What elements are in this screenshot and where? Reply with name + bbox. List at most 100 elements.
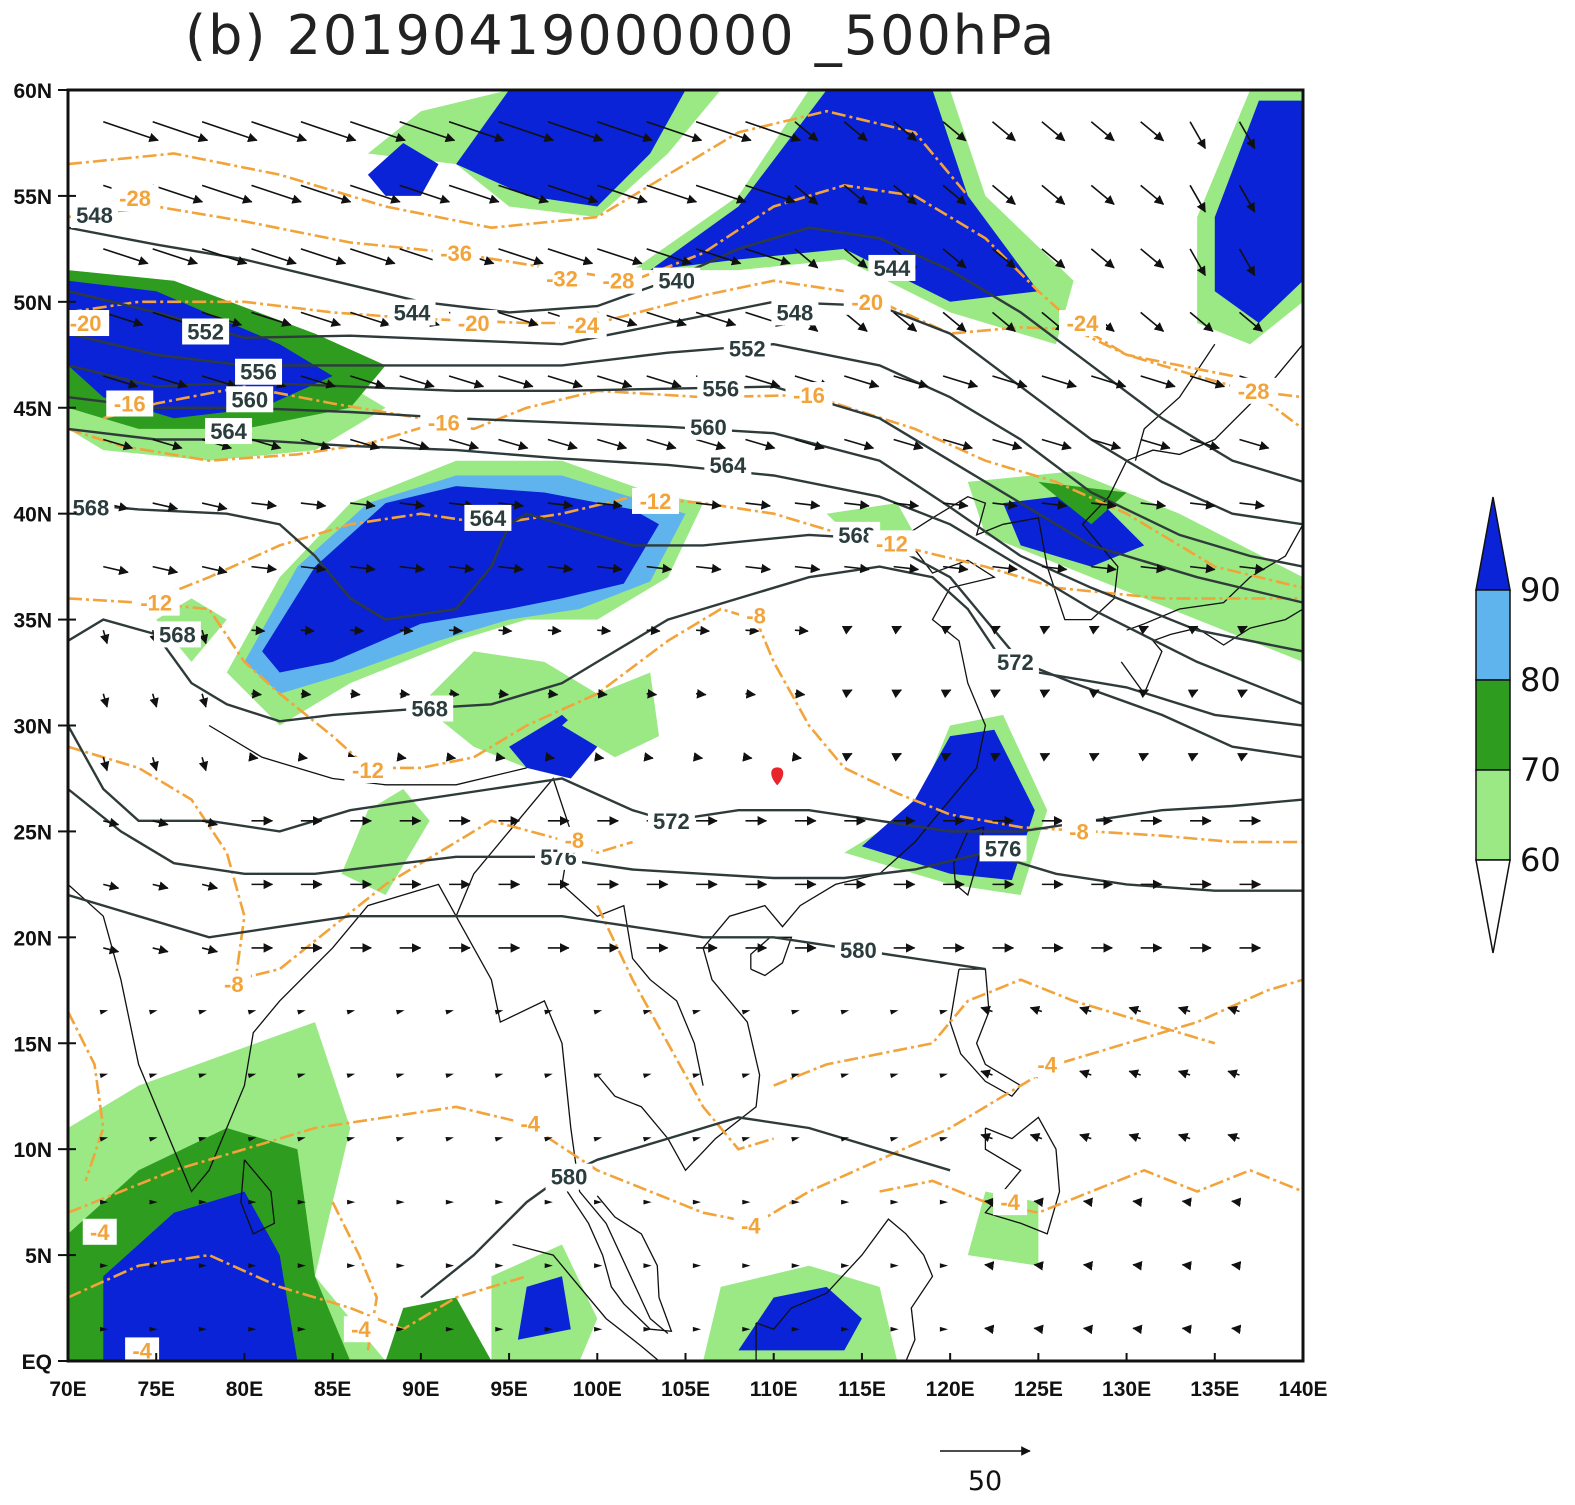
wind-arrow <box>399 375 435 389</box>
wind-arrow <box>980 1133 993 1143</box>
height-label: 560 <box>226 386 274 413</box>
height-contour <box>68 893 986 971</box>
wind-arrow <box>745 438 776 451</box>
wind-arrow <box>152 502 179 512</box>
wind-arrow <box>1088 752 1100 762</box>
y-tick-label: 35N <box>13 610 52 633</box>
wind-arrow <box>843 184 868 205</box>
height-label-bg <box>834 937 882 964</box>
height-label-text: 568 <box>411 697 448 722</box>
wind-arrow <box>100 1326 109 1332</box>
x-tick-label: 90E <box>402 1378 439 1401</box>
x-tick-label: 75E <box>138 1378 175 1401</box>
wind-arrow <box>741 1137 751 1142</box>
wind-arrow <box>346 1009 356 1015</box>
temperature-label-text: -4 <box>1000 1190 1020 1215</box>
height-label: 564 <box>704 451 752 478</box>
wind-arrow <box>198 1326 208 1332</box>
height-label-bg <box>153 621 201 648</box>
height-label-text: 572 <box>653 809 690 834</box>
wind-arrow <box>1132 1324 1143 1335</box>
wind-arrow <box>646 311 687 327</box>
wind-arrow <box>1041 375 1077 389</box>
wind-arrow <box>791 752 802 762</box>
temperature-label-text: -32 <box>546 267 578 292</box>
wind-arrow <box>646 184 698 204</box>
wind-arrow <box>893 563 920 574</box>
wind-arrow <box>1231 1197 1242 1208</box>
temperature-label: -20 <box>68 310 110 337</box>
wind-arrow <box>1237 689 1248 699</box>
colorbar-label: 70 <box>1520 751 1561 789</box>
wind-arrow <box>942 184 967 205</box>
wind-arrow <box>893 375 929 389</box>
height-label-bg <box>653 267 701 294</box>
temperature-contour <box>68 1253 528 1331</box>
wind-arrow <box>646 375 682 389</box>
wind-arrow <box>841 1326 850 1332</box>
temperature-label-text: -12 <box>876 531 908 556</box>
temperature-label: -36 <box>432 240 480 267</box>
x-tick-label: 105E <box>661 1378 710 1401</box>
temperature-label-bg <box>513 1110 548 1137</box>
height-label-text: 548 <box>777 300 814 325</box>
height-label-bg <box>205 418 253 445</box>
wind-arrow <box>939 1326 949 1332</box>
temperature-label-bg <box>216 970 251 997</box>
temperature-label: -12 <box>132 589 180 616</box>
height-label-bg <box>388 299 436 326</box>
wind-arrow <box>991 121 1016 142</box>
wind-arrow <box>1128 1133 1141 1143</box>
wind-arrow <box>1039 625 1051 635</box>
wind-arrow <box>445 1137 454 1142</box>
temperature-label: -20 <box>843 288 891 315</box>
temperature-label: -28 <box>111 185 159 212</box>
wind-arrow <box>794 689 806 699</box>
wind-arrow <box>1140 563 1167 574</box>
temperature-label: -28 <box>594 267 642 294</box>
wind-arrow <box>399 625 414 636</box>
wind-arrow <box>1239 563 1265 574</box>
humidity-patch <box>456 90 686 207</box>
temperature-label-text: -16 <box>793 383 825 408</box>
wind-arrow <box>1227 1069 1240 1079</box>
wind-arrow <box>1239 500 1265 510</box>
height-label: 572 <box>991 648 1039 675</box>
wind-arrow <box>494 1073 504 1079</box>
wind-arrow <box>794 625 809 636</box>
wind-arrow <box>544 752 555 762</box>
wind-arrow <box>152 565 179 576</box>
colorbar-label: 80 <box>1520 661 1561 699</box>
temperature-label-text: -12 <box>640 489 672 514</box>
wind-arrow <box>1082 1324 1094 1335</box>
wind-arrow <box>841 689 853 699</box>
wind-arrow <box>396 1199 405 1205</box>
height-label: 544 <box>868 254 916 281</box>
temperature-label-bg <box>1230 377 1278 404</box>
temperature-label: -4 <box>125 1337 160 1361</box>
temperature-label-bg <box>343 1316 378 1343</box>
wind-arrow <box>445 1263 455 1269</box>
wind-arrow <box>695 311 737 327</box>
height-label-bg <box>182 318 230 345</box>
wind-arrow <box>103 438 134 451</box>
wind-arrow <box>794 121 819 142</box>
height-label-text: 564 <box>470 506 507 531</box>
humidity-patch <box>562 672 659 758</box>
temperature-label-bg <box>594 267 642 294</box>
wind-arrow <box>745 121 802 143</box>
height-label-text: 568 <box>159 622 196 647</box>
temperature-contour <box>102 385 1303 590</box>
wind-arrow <box>646 438 677 451</box>
wind-arrow <box>791 1263 800 1269</box>
wind-arrow <box>940 689 952 699</box>
height-label-text: 564 <box>210 419 247 444</box>
wind-arrow <box>984 1324 995 1335</box>
y-tick-label: 5N <box>25 1245 52 1268</box>
wind-arrow <box>692 1073 701 1079</box>
x-tick-label: 115E <box>838 1378 886 1401</box>
wind-arrow <box>149 1326 158 1332</box>
wind-arrow <box>597 121 653 143</box>
wind-arrow <box>399 500 426 510</box>
